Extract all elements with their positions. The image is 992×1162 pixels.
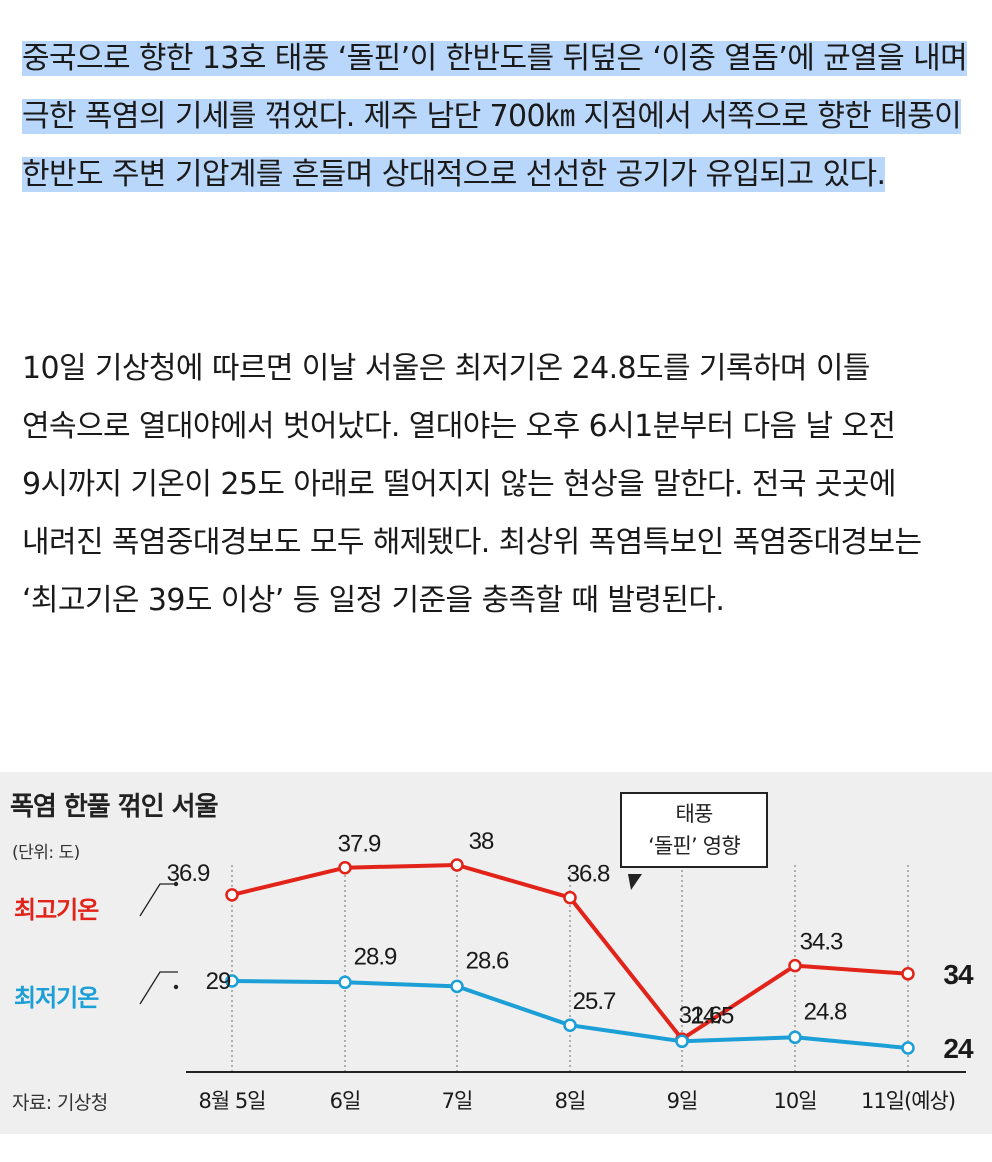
x-tick-label-0: 8월 5일 [198, 1089, 265, 1113]
point-low-0 [225, 974, 239, 988]
selection-highlight: 중국으로 향한 13호 태풍 ‘돌핀’이 한반도를 뒤덮은 ‘이중 열돔’에 균… [22, 41, 968, 192]
x-tick-label-5: 10일 [773, 1089, 816, 1113]
callout-pointer [628, 874, 642, 890]
point-high-0 [225, 888, 239, 902]
temperature-chart: 36.9 37.9 38 36.8 31.6 34.3 34 29 28.9 28.6 25.7 24… [0, 772, 992, 1134]
data-label-high-5: 34.3 [800, 929, 843, 956]
point-high-5 [788, 958, 802, 973]
point-low-6 [901, 1041, 915, 1055]
point-low-3 [563, 1018, 577, 1032]
chart-source: 자료: 기상청 [12, 1092, 108, 1114]
data-label-high-3: 36.8 [567, 861, 610, 888]
point-high-6 [901, 967, 915, 981]
legend-high-leader [139, 883, 178, 917]
legend-high-dot [173, 881, 179, 887]
x-tick-label-4: 9일 [667, 1089, 698, 1113]
callout-line-2: ‘돌핀’ 영향 [648, 834, 741, 858]
data-label-low-3: 25.7 [573, 988, 616, 1015]
point-high-2 [450, 858, 464, 872]
point-low-2 [450, 979, 464, 994]
chart-plot: 36.9 37.9 38 36.8 31.6 34.3 34 29 28.9 28.6 25.7 24… [139, 828, 975, 1113]
legend-low-leader [139, 971, 178, 1005]
point-low-1 [338, 975, 352, 990]
data-label-high-1: 37.9 [338, 831, 381, 858]
data-label-high-6: 34 [943, 959, 974, 990]
legend-low-dot [173, 984, 179, 990]
data-label-low-1: 28.9 [354, 943, 397, 970]
legend-low-label: 최저기온 [14, 984, 99, 1012]
chart-unit: (단위: 도) [12, 843, 80, 863]
data-label-high-2: 38 [469, 828, 494, 855]
x-tick-label-3: 8일 [555, 1089, 586, 1113]
data-label-low-4: 24.5 [691, 1002, 734, 1029]
chart-title: 폭염 한풀 꺾인 서울 [10, 792, 219, 822]
legend-high-label: 최고기온 [14, 896, 99, 924]
article-paragraph-highlighted: 중국으로 향한 13호 태풍 ‘돌핀’이 한반도를 뒤덮은 ‘이중 열돔’에 균… [0, 30, 992, 204]
data-label-low-5: 24.8 [804, 998, 847, 1025]
point-high-3 [563, 890, 577, 905]
data-label-high-4: 31.6 [679, 1002, 722, 1029]
callout-line-1: 태풍 [675, 802, 713, 826]
data-label-high-0: 36.9 [167, 860, 210, 887]
point-low-5 [788, 1030, 802, 1045]
typhoon-callout: 태풍 ‘돌핀’ 영향 [620, 792, 768, 868]
x-tick-label-2: 7일 [442, 1089, 473, 1113]
data-label-low-6: 24 [943, 1033, 974, 1064]
x-tick-label-1: 6일 [330, 1089, 361, 1113]
data-label-low-2: 28.6 [466, 947, 509, 974]
point-high-1 [338, 860, 352, 875]
article-paragraph: 10일 기상청에 따르면 이날 서울은 최저기온 24.8도를 기록하며 이틀 … [22, 351, 922, 618]
data-label-low-0: 29 [206, 968, 231, 995]
point-low-4 [675, 1034, 689, 1049]
x-tick-label-6: 11일(예상) [861, 1089, 955, 1113]
